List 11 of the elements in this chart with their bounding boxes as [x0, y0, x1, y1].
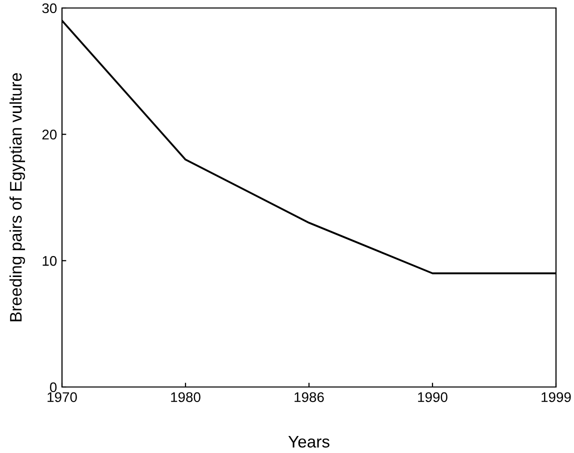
x-tick-label: 1990 — [418, 392, 448, 402]
y-tick-label: 0 — [50, 382, 57, 392]
x-tick-label: 1986 — [294, 392, 324, 402]
x-tick-label: 1970 — [48, 392, 77, 402]
x-tick-label: 1999 — [542, 392, 571, 402]
y-axis-title: Breeding pairs of Egyptian vulture — [9, 73, 26, 322]
y-tick-label: 30 — [42, 3, 57, 14]
y-tick-label: 10 — [42, 256, 57, 266]
x-axis-title: Years — [288, 436, 330, 448]
y-tick-label: 20 — [42, 130, 57, 140]
x-tick-label: 1980 — [171, 392, 200, 402]
